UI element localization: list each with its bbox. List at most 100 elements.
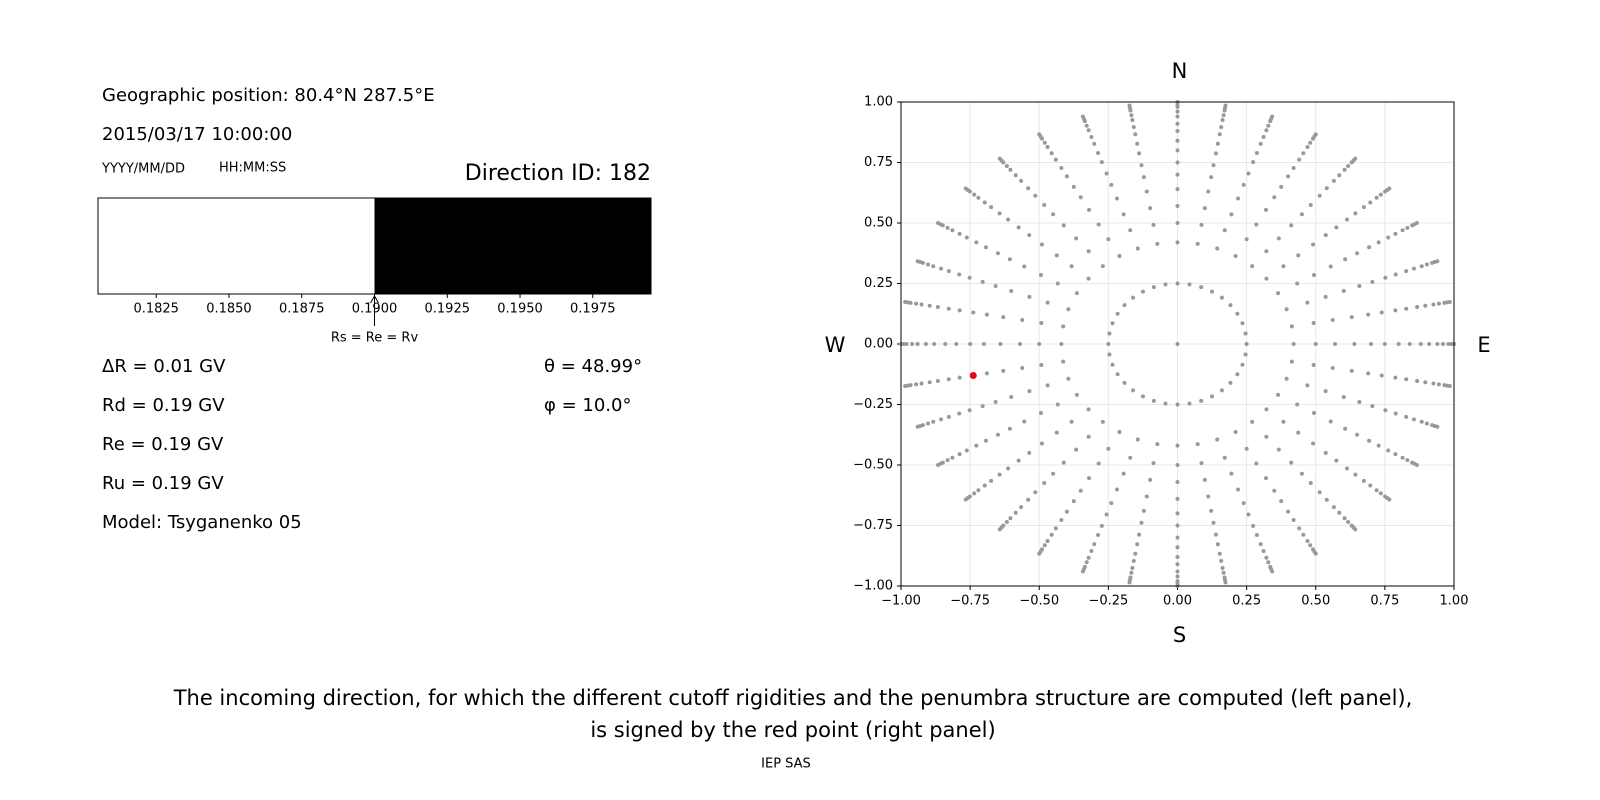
direction-point [1353, 472, 1358, 477]
direction-point [1343, 426, 1348, 431]
direction-point [936, 221, 941, 225]
direction-point [1382, 342, 1387, 346]
direction-point [1202, 206, 1207, 211]
direction-point [1135, 141, 1140, 146]
direction-point [1440, 342, 1445, 346]
direction-point [1367, 245, 1372, 250]
direction-point [1020, 365, 1025, 370]
direction-point [1221, 570, 1226, 575]
angle: θ = 48.99° [544, 356, 642, 377]
direction-point [1355, 251, 1360, 256]
direction-point [1236, 487, 1241, 492]
direction-point [1064, 509, 1069, 514]
direction-point [1130, 117, 1135, 122]
direction-point [1305, 300, 1310, 305]
direction-point [1349, 368, 1354, 373]
direction-point [1110, 321, 1115, 326]
direction-point [1175, 402, 1180, 407]
direction-point [945, 458, 950, 463]
direction-point [1017, 342, 1022, 346]
direction-point [1246, 512, 1251, 517]
direction-point [1217, 551, 1222, 556]
direction-point [984, 312, 989, 317]
direction-point [1353, 211, 1358, 216]
direction-point [1213, 151, 1218, 156]
direction-point [1346, 519, 1351, 524]
direction-point [1405, 458, 1410, 463]
direction-point [1447, 384, 1452, 389]
direction-point [1019, 505, 1024, 510]
direction-point [1027, 233, 1032, 238]
direction-point [1281, 264, 1286, 269]
direction-point [1155, 442, 1160, 447]
direction-point [1096, 222, 1101, 227]
direction-point [1039, 441, 1044, 446]
direction-point [1140, 394, 1145, 399]
direction-label: E [1477, 333, 1490, 357]
direction-point [1349, 315, 1354, 320]
direction-point [1305, 383, 1310, 388]
direction-point [1254, 222, 1259, 227]
direction-point [1187, 401, 1192, 406]
direction-point [914, 301, 919, 306]
direction-point [931, 264, 936, 269]
direction-point [1346, 164, 1351, 169]
direction-point [1175, 109, 1180, 114]
direction-point [1244, 446, 1249, 451]
direction-point [1151, 398, 1156, 403]
direction-point [926, 262, 931, 267]
x-tick-label: −0.75 [950, 594, 990, 609]
direction-point [901, 342, 906, 346]
direction-point [1393, 375, 1398, 380]
x-tick-label: −0.25 [1088, 594, 1128, 609]
direction-point [1251, 160, 1256, 165]
direction-point [1016, 458, 1021, 463]
direction-point [1246, 171, 1251, 176]
direction-point [1393, 411, 1398, 416]
direction-point [1414, 221, 1419, 225]
direction-point [1049, 532, 1054, 537]
direction-point [1400, 228, 1405, 233]
direction-point [1195, 442, 1200, 447]
direction-point [1221, 113, 1226, 118]
direction-point [919, 381, 924, 386]
direction-point [1006, 466, 1011, 471]
direction-point [927, 380, 932, 385]
direction-point [1004, 164, 1009, 169]
direction-point [1317, 193, 1322, 198]
direction-point [1042, 140, 1047, 145]
direction-point [931, 419, 936, 424]
direction-point [1405, 225, 1410, 230]
direction-point [1078, 195, 1083, 200]
direction-point [1175, 535, 1180, 540]
direction-point [1284, 376, 1289, 381]
direction-point [967, 408, 972, 413]
direction-point [972, 192, 977, 197]
direction-label: W [825, 333, 846, 357]
x-tick-label: 0.1975 [570, 302, 616, 317]
direction-point [939, 417, 944, 422]
direction-point [1341, 289, 1346, 294]
direction-point [1211, 520, 1216, 525]
direction-point [1129, 570, 1134, 575]
direction-point [1270, 114, 1275, 119]
direction-point [1175, 554, 1180, 559]
direction-point [1045, 300, 1050, 305]
direction-point [1305, 144, 1310, 149]
direction-point [915, 424, 920, 429]
y-tick-label: 0.50 [864, 216, 893, 231]
x-tick-label: −1.00 [881, 594, 921, 609]
direction-point [1074, 236, 1079, 241]
selected-direction [969, 372, 977, 380]
direction-point [1311, 273, 1316, 278]
direction-point [1037, 342, 1042, 346]
direction-point [1051, 471, 1056, 476]
direction-point [1215, 246, 1220, 251]
direction-point [1299, 212, 1304, 217]
direction-point [935, 378, 940, 383]
direction-point [1229, 471, 1234, 476]
direction-point [1407, 342, 1412, 346]
direction-point [1215, 437, 1220, 442]
direction-point [1281, 419, 1286, 424]
direction-point [1141, 175, 1146, 180]
